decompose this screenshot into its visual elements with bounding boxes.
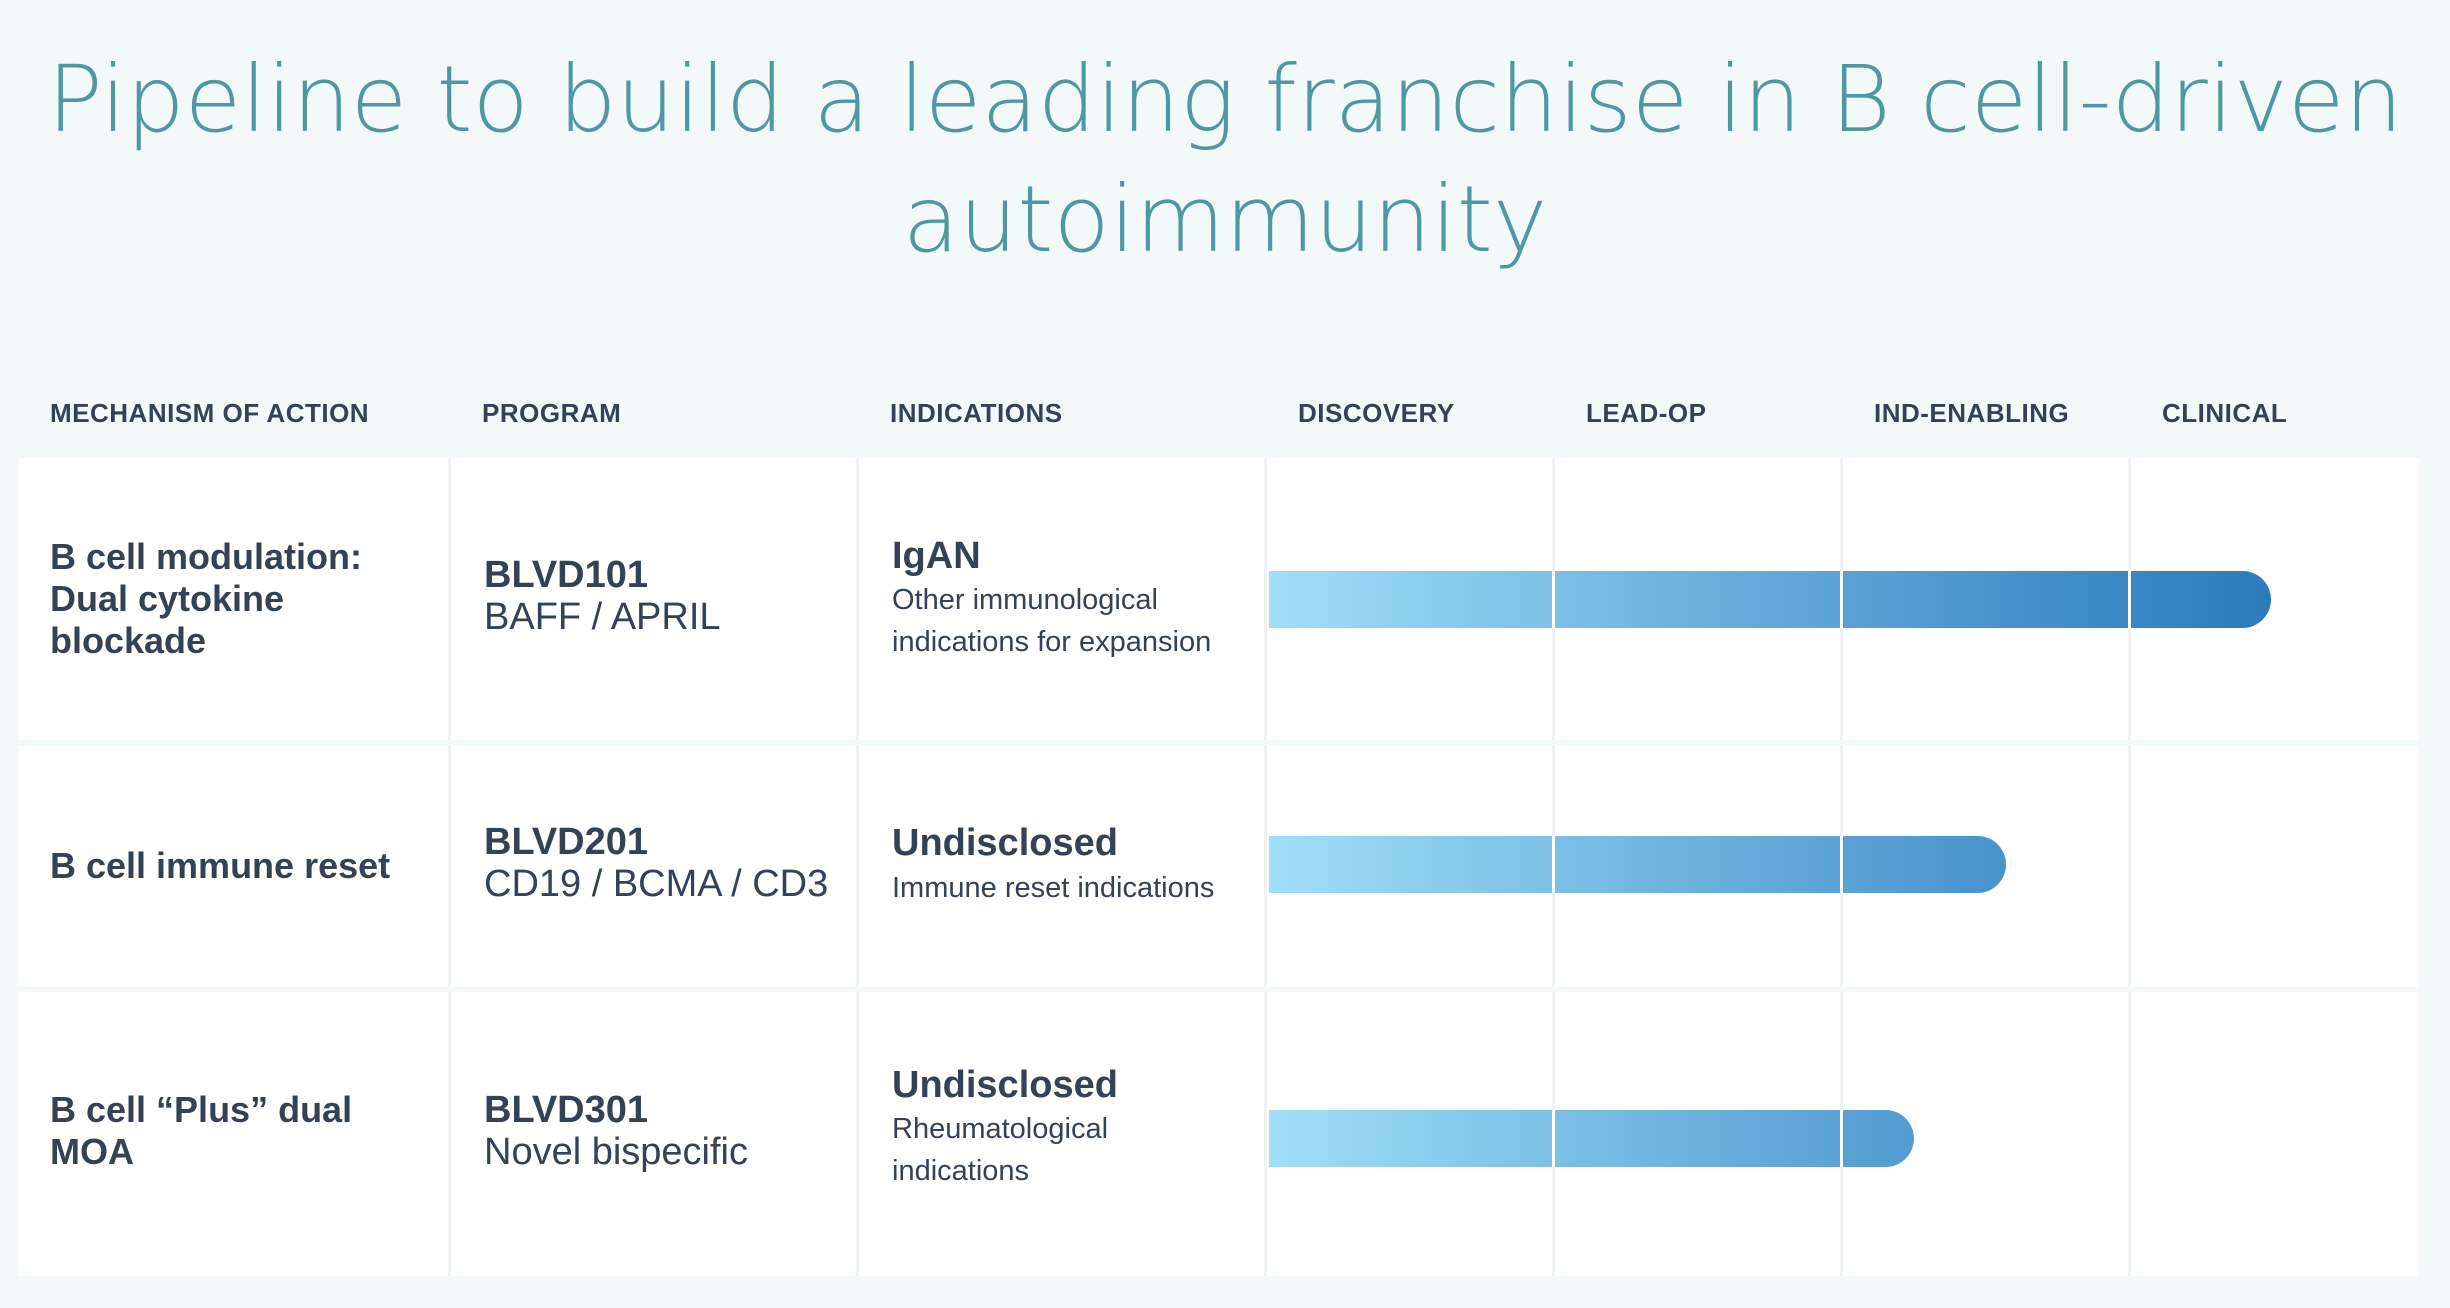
program-name: BLVD201 <box>484 821 649 863</box>
stage-separator <box>1552 571 1555 628</box>
header-discovery: DISCOVERY <box>1298 398 1455 428</box>
column-divider <box>448 992 451 1276</box>
indication-detail: Immune reset indications <box>892 872 1215 904</box>
header-ind-enabling: IND-ENABLING <box>1874 398 2070 428</box>
stage-separator <box>1840 571 1843 628</box>
header-lead-op: LEAD-OP <box>1586 398 1707 428</box>
column-header-row: MECHANISM OF ACTION PROGRAM INDICATIONS … <box>0 398 2450 438</box>
moa-label: B cell immune reset <box>50 845 391 886</box>
program-name: BLVD301 <box>484 1089 649 1131</box>
indication-detail: Rheumatological indications <box>892 1113 1109 1187</box>
progress-bar-fill <box>1269 836 2006 893</box>
program-target: CD19 / BCMA / CD3 <box>484 863 829 905</box>
progress-bar <box>1269 1110 1914 1167</box>
column-divider <box>2128 992 2131 1276</box>
progress-bar-fill <box>1269 1110 1914 1167</box>
column-divider <box>1264 458 1267 740</box>
progress-bar-fill <box>1269 571 2271 628</box>
indication-main: Undisclosed <box>892 1064 1118 1106</box>
pipeline-table: B cell modulation: Dual cytokine blockad… <box>19 458 2419 1276</box>
column-divider <box>856 992 859 1276</box>
pipeline-row-blvd101: B cell modulation: Dual cytokine blockad… <box>19 458 2419 740</box>
column-divider <box>1264 992 1267 1276</box>
progress-bar <box>1269 571 2271 628</box>
header-clinical: CLINICAL <box>2162 398 2288 428</box>
stage-separator <box>1552 836 1555 893</box>
program-target: Novel bispecific <box>484 1131 748 1173</box>
indication-detail: Other immunological indications for expa… <box>892 584 1212 658</box>
stage-separator <box>1840 836 1843 893</box>
header-program: PROGRAM <box>482 398 622 428</box>
pipeline-row-blvd301: B cell “Plus” dual MOA BLVD301 Novel bis… <box>19 992 2419 1276</box>
column-divider <box>448 745 451 987</box>
stage-separator <box>1840 1110 1843 1167</box>
column-divider <box>856 745 859 987</box>
stage-separator <box>1552 1110 1555 1167</box>
column-divider <box>448 458 451 740</box>
column-divider <box>856 458 859 740</box>
column-divider <box>1264 745 1267 987</box>
program-target: BAFF / APRIL <box>484 596 721 638</box>
stage-separator <box>2128 571 2131 628</box>
indication-main: Undisclosed <box>892 822 1118 864</box>
moa-label: B cell modulation: Dual cytokine blockad… <box>50 536 363 661</box>
moa-label: B cell “Plus” dual MOA <box>50 1089 353 1172</box>
page-title: Pipeline to build a leading franchise in… <box>47 46 2403 273</box>
progress-bar <box>1269 836 2006 893</box>
header-moa: MECHANISM OF ACTION <box>50 398 370 428</box>
header-indications: INDICATIONS <box>890 398 1063 428</box>
program-name: BLVD101 <box>484 554 649 596</box>
pipeline-row-blvd201: B cell immune reset BLVD201 CD19 / BCMA … <box>19 745 2419 987</box>
indication-main: IgAN <box>892 535 981 577</box>
column-divider <box>2128 745 2131 987</box>
